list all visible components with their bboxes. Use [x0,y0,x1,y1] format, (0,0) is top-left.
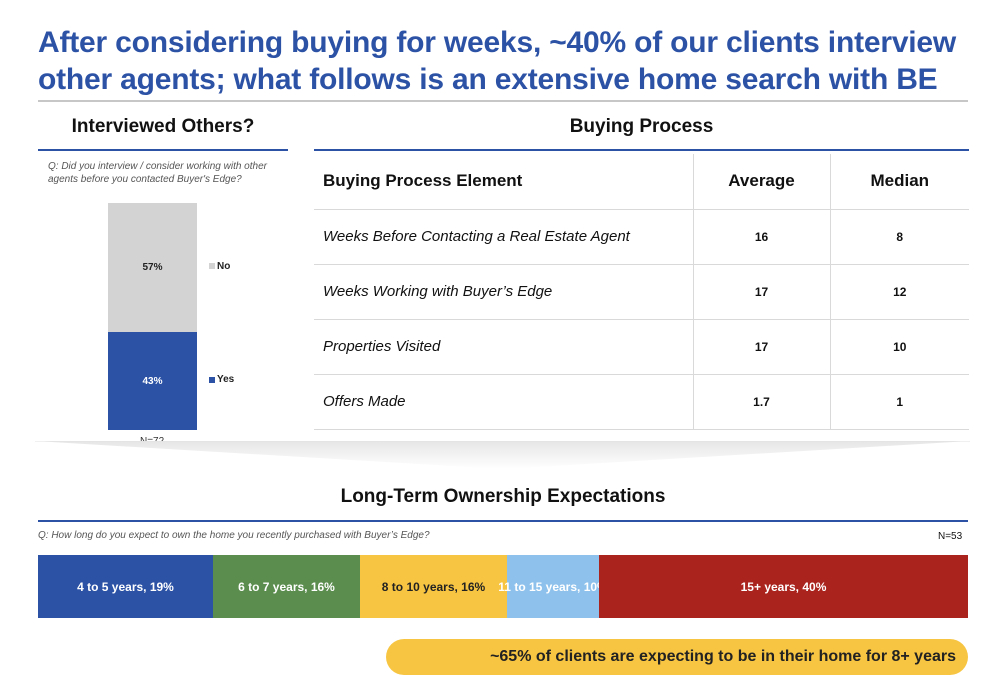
header-median: Median [829,154,969,210]
slide-title: After considering buying for weeks, ~40%… [38,26,957,96]
row-label: Weeks Working with Buyer’s Edge [314,263,694,320]
header-element: Buying Process Element [314,154,694,210]
ownership-segment: 6 to 7 years, 16% [213,555,360,618]
longterm-question: Q: How long do you expect to own the hom… [38,530,430,541]
ownership-segment: 11 to 15 years, 10% [498,555,608,618]
data-label-yes: 43% [142,375,163,387]
ownership-segment: 4 to 5 years, 19% [38,555,213,618]
segment-label: 8 to 10 years, 16% [381,579,486,594]
data-label-no: 57% [142,262,163,274]
segment-label: 11 to 15 years, 10% [498,579,608,594]
legend-label: No [217,260,231,272]
row-median: 10 [829,318,969,375]
ownership-segment: 8 to 10 years, 16% [360,555,507,618]
legend-swatch [209,376,215,383]
interviewed-rule [38,149,288,151]
ownership-segment: 15+ years, 40% [599,555,968,618]
buying-process-table: Buying Process Element Average Median We… [314,154,969,430]
longterm-n-label: N=53 [938,531,963,542]
interviewed-heading: Interviewed Others? [71,116,255,137]
title-divider [38,100,968,102]
legend-swatch [209,263,215,270]
bar-segment-yes: 43% [108,332,197,430]
interviewed-question: Q: Did you interview / consider working … [48,161,267,185]
longterm-rule [38,520,968,522]
key-insight-callout: ~65% of clients are expecting to be in t… [386,639,968,675]
row-label: Weeks Before Contacting a Real Estate Ag… [314,208,694,265]
row-average: 16 [692,208,831,265]
table-row: Properties Visited 17 10 [314,318,969,375]
legend-item-yes: Yes [209,374,234,385]
header-average: Average [692,154,831,210]
segment-label: 6 to 7 years, 16% [238,579,335,594]
row-average: 1.7 [692,373,831,430]
funnel-shape [35,441,970,469]
longterm-heading: Long-Term Ownership Expectations [340,486,666,507]
row-median: 8 [829,208,969,265]
table-header-row: Buying Process Element Average Median [314,154,969,210]
row-label: Properties Visited [314,318,694,375]
segment-label: 15+ years, 40% [740,579,827,594]
row-median: 1 [829,373,969,430]
row-label: Offers Made [314,373,694,430]
row-average: 17 [692,263,831,320]
table-row: Weeks Working with Buyer’s Edge 17 12 [314,263,969,320]
segment-label: 4 to 5 years, 19% [77,579,174,594]
table-row: Offers Made 1.7 1 [314,373,969,430]
legend-item-no: No [209,261,230,272]
buying-heading: Buying Process [569,116,714,137]
buying-rule [314,149,969,151]
row-median: 12 [829,263,969,320]
legend-label: Yes [217,374,235,386]
table-row: Weeks Before Contacting a Real Estate Ag… [314,208,969,265]
bar-segment-no: 57% [108,203,197,333]
row-average: 17 [692,318,831,375]
